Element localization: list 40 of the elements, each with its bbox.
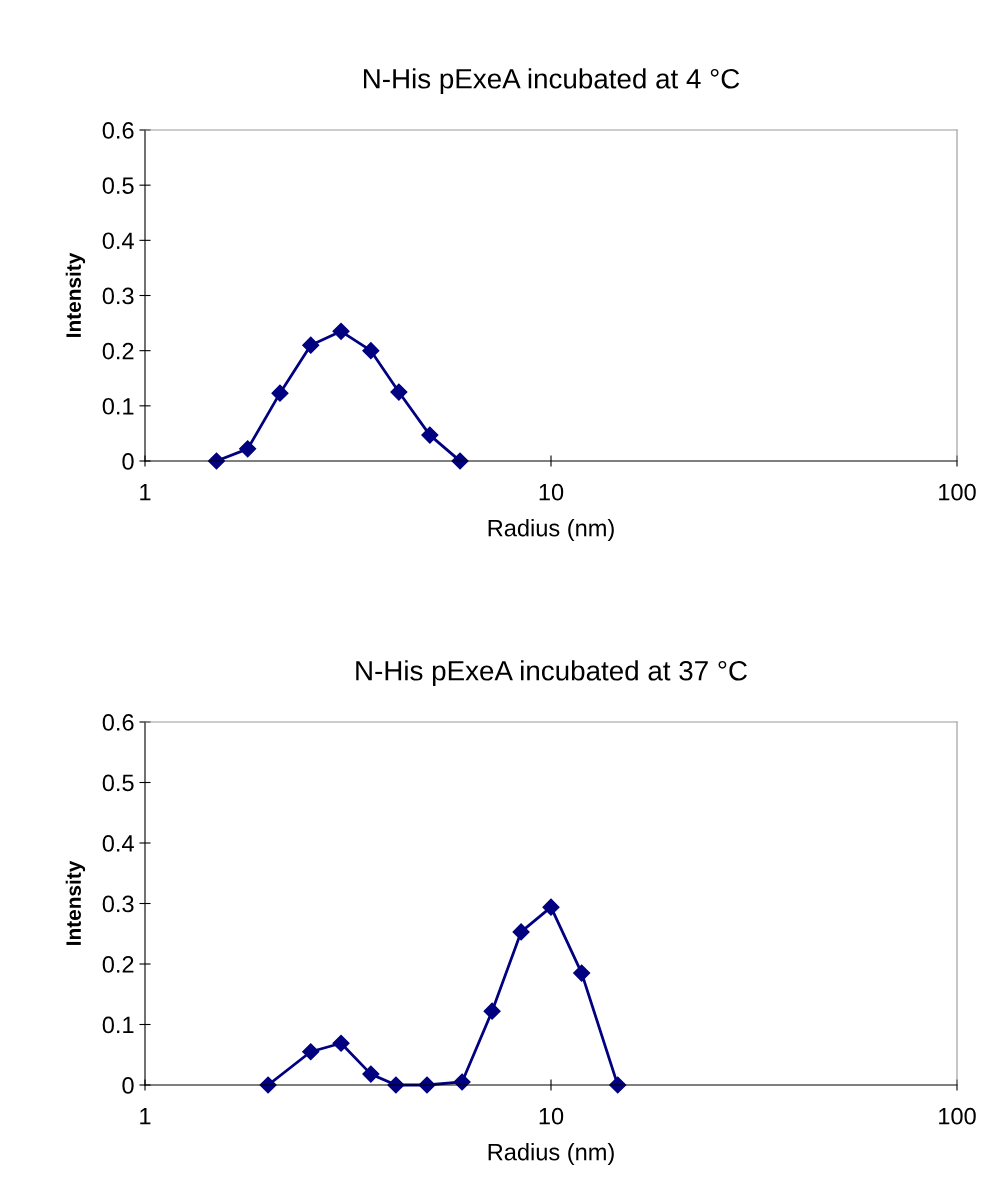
y-tick-label: 0.5	[102, 774, 134, 792]
y-tick-label: 0.6	[102, 122, 134, 139]
point	[573, 964, 591, 982]
x-tick-label: 10	[539, 483, 564, 501]
y-tick-label: 0.5	[102, 177, 134, 194]
x-tick-label: 100	[939, 483, 976, 501]
point	[483, 1002, 501, 1020]
y-tick-label: 0.3	[102, 895, 134, 913]
y-tick-label: 0.4	[102, 232, 134, 250]
y-tick-label: 0	[122, 1077, 134, 1094]
point	[239, 440, 257, 458]
point	[302, 336, 320, 354]
y-tick-label: 0.6	[102, 714, 134, 731]
point	[512, 923, 530, 941]
y-tick-label: 0.2	[102, 342, 134, 360]
y-axis-title: Intensity	[65, 860, 86, 945]
x-axis-title: Radius (nm)	[488, 519, 614, 542]
point	[332, 1034, 350, 1052]
point	[421, 426, 439, 444]
chart-title: N-His pExeA incubated at 37 °C	[356, 660, 747, 687]
x-axis-title: Radius (nm)	[488, 1143, 614, 1166]
point	[271, 384, 289, 402]
y-tick-label: 0.1	[102, 397, 134, 415]
y-tick-label: 0.2	[102, 956, 134, 973]
y-tick-label: 0	[122, 453, 134, 470]
point	[362, 342, 380, 360]
point	[302, 1043, 320, 1061]
point	[362, 1065, 380, 1083]
x-tick-label: 10	[539, 1107, 564, 1125]
point	[332, 322, 350, 340]
y-axis-title: Intensity	[65, 252, 86, 337]
y-tick-label: 0.3	[102, 287, 134, 305]
y-tick-label: 0.4	[102, 835, 134, 852]
y-tick-label: 0.1	[102, 1016, 134, 1034]
chart-title: N-His pExeA incubated at 4 °C	[363, 68, 740, 95]
point	[390, 383, 408, 401]
point	[542, 898, 560, 916]
x-tick-label: 1	[140, 484, 151, 501]
x-tick-label: 1	[140, 1108, 151, 1125]
x-tick-label: 100	[939, 1107, 976, 1125]
